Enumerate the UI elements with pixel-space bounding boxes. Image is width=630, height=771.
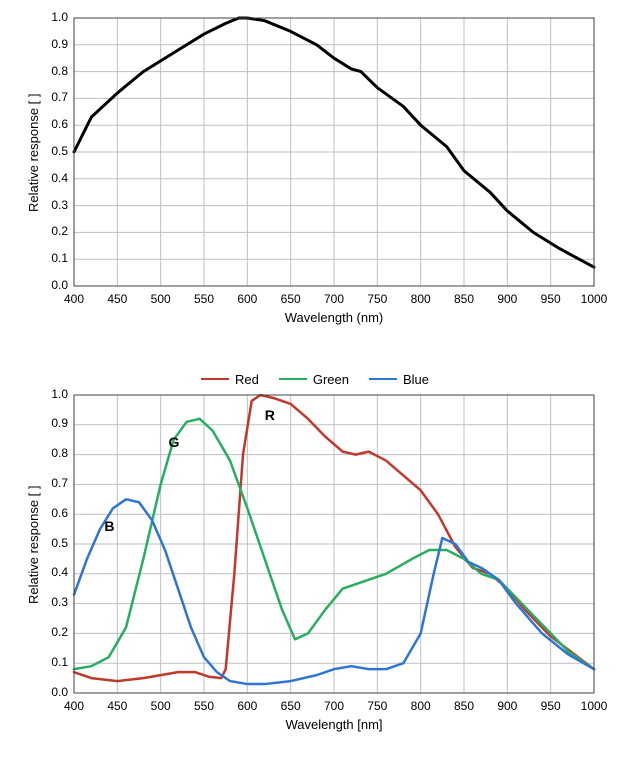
x-tick-label: 550 bbox=[189, 699, 219, 713]
y-tick-label: 0.7 bbox=[51, 90, 68, 104]
x-tick-label: 900 bbox=[492, 292, 522, 306]
x-tick-label: 850 bbox=[449, 292, 479, 306]
legend-swatch bbox=[279, 378, 307, 380]
x-tick-label: 500 bbox=[146, 699, 176, 713]
y-tick-label: 0.5 bbox=[51, 536, 68, 550]
x-tick-label: 650 bbox=[276, 699, 306, 713]
x-tick-label: 450 bbox=[102, 292, 132, 306]
annotation-g: G bbox=[169, 434, 180, 450]
x-tick-label: 1000 bbox=[579, 292, 609, 306]
legend-label: Green bbox=[313, 372, 349, 387]
x-tick-label: 400 bbox=[59, 699, 89, 713]
y-tick-label: 0.0 bbox=[51, 685, 68, 699]
page-root: 400 450 500 550 600 650 700 750 800 850 900 950 1000… bbox=[0, 0, 630, 771]
chart-mono: 400 450 500 550 600 650 700 750 800 850 900 950 1000… bbox=[12, 10, 618, 332]
x-tick-label: 850 bbox=[449, 699, 479, 713]
x-tick-label: 550 bbox=[189, 292, 219, 306]
x-tick-label: 650 bbox=[276, 292, 306, 306]
y-tick-label: 0.9 bbox=[51, 416, 68, 430]
y-tick-label: 0.9 bbox=[51, 37, 68, 51]
y-tick-label: 0.8 bbox=[51, 446, 68, 460]
y-axis-label: Relative response [ ] bbox=[26, 485, 41, 604]
y-tick-label: 0.2 bbox=[51, 625, 68, 639]
y-tick-label: 0.6 bbox=[51, 506, 68, 520]
y-tick-label: 0.0 bbox=[51, 278, 68, 292]
legend-item-green: Green bbox=[279, 372, 349, 387]
plot-svg bbox=[12, 10, 612, 332]
chart-rgb-legend: Red Green Blue bbox=[12, 362, 618, 389]
x-tick-label: 500 bbox=[146, 292, 176, 306]
legend-item-blue: Blue bbox=[369, 372, 429, 387]
legend-swatch bbox=[369, 378, 397, 380]
x-tick-label: 450 bbox=[102, 699, 132, 713]
y-tick-label: 0.4 bbox=[51, 565, 68, 579]
x-tick-label: 700 bbox=[319, 699, 349, 713]
y-tick-label: 0.6 bbox=[51, 117, 68, 131]
x-tick-label: 950 bbox=[536, 699, 566, 713]
legend-label: Blue bbox=[403, 372, 429, 387]
x-tick-label: 1000 bbox=[579, 699, 609, 713]
x-tick-label: 600 bbox=[232, 699, 262, 713]
y-tick-label: 0.5 bbox=[51, 144, 68, 158]
x-tick-label: 700 bbox=[319, 292, 349, 306]
x-tick-label: 950 bbox=[536, 292, 566, 306]
x-tick-label: 750 bbox=[362, 699, 392, 713]
y-tick-label: 0.2 bbox=[51, 224, 68, 238]
y-tick-label: 0.4 bbox=[51, 171, 68, 185]
y-tick-label: 1.0 bbox=[51, 10, 68, 24]
chart-rgb-frame: 400 450 500 550 600 650 700 750 800 850 900 950 1000… bbox=[12, 389, 612, 739]
x-tick-label: 750 bbox=[362, 292, 392, 306]
x-tick-label: 800 bbox=[406, 292, 436, 306]
y-tick-label: 0.8 bbox=[51, 64, 68, 78]
chart-mono-frame: 400 450 500 550 600 650 700 750 800 850 900 950 1000… bbox=[12, 10, 612, 332]
plot-svg bbox=[12, 389, 612, 739]
y-tick-label: 0.3 bbox=[51, 198, 68, 212]
y-tick-label: 0.1 bbox=[51, 655, 68, 669]
x-axis-label: Wavelength (nm) bbox=[74, 310, 594, 325]
y-tick-label: 0.1 bbox=[51, 251, 68, 265]
x-axis-label: Wavelength [nm] bbox=[74, 717, 594, 732]
annotation-r: R bbox=[265, 407, 275, 423]
legend-label: Red bbox=[235, 372, 259, 387]
x-tick-label: 400 bbox=[59, 292, 89, 306]
y-tick-label: 0.3 bbox=[51, 595, 68, 609]
annotation-b: B bbox=[104, 518, 114, 534]
x-tick-label: 600 bbox=[232, 292, 262, 306]
y-tick-label: 1.0 bbox=[51, 387, 68, 401]
x-tick-label: 800 bbox=[406, 699, 436, 713]
y-axis-label: Relative response [ ] bbox=[26, 93, 41, 212]
chart-rgb: Red Green Blue 400 450 500 550 600 650 700 750 800… bbox=[12, 362, 618, 739]
y-tick-label: 0.7 bbox=[51, 476, 68, 490]
legend-swatch bbox=[201, 378, 229, 380]
legend-item-red: Red bbox=[201, 372, 259, 387]
x-tick-label: 900 bbox=[492, 699, 522, 713]
